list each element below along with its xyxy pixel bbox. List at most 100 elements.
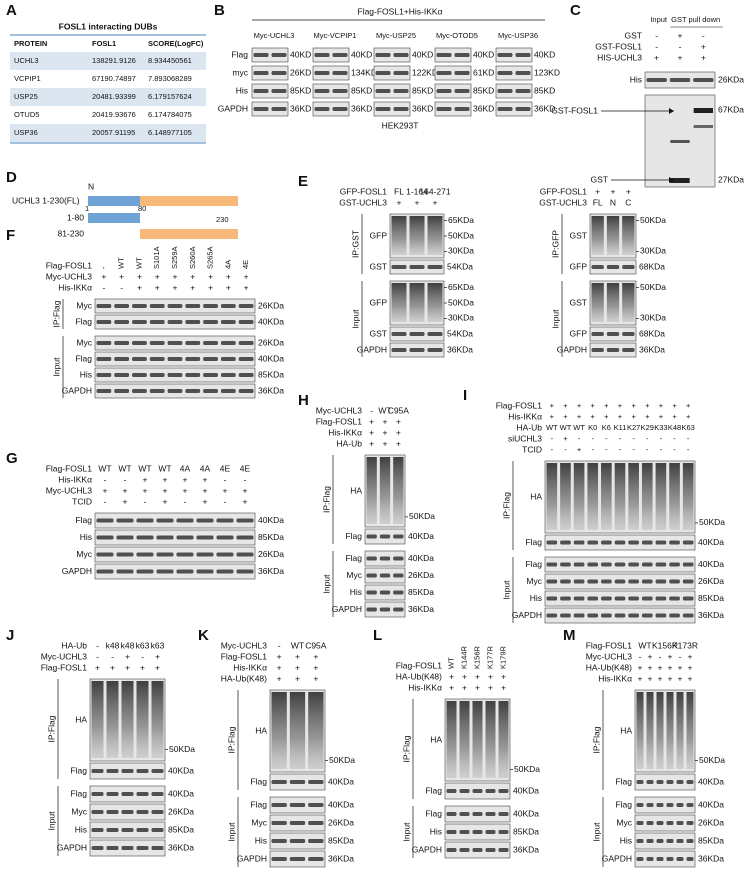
table-cell: 6.148977105 <box>148 128 192 137</box>
condition-mark: k63 <box>136 640 150 650</box>
smear <box>121 681 134 758</box>
condition-mark: 1-164 <box>406 186 428 196</box>
band <box>573 596 585 601</box>
smear <box>498 701 509 778</box>
cell-line: HEK293T <box>382 120 419 130</box>
row-label: GFP <box>370 297 388 307</box>
band <box>132 373 147 377</box>
kda-label: 85KD <box>412 85 433 95</box>
row-label: Flag <box>75 515 92 525</box>
condition-mark: + <box>397 197 402 207</box>
band <box>656 857 664 861</box>
condition-label: GST-FOSL1 <box>595 41 642 51</box>
condition-mark: + <box>658 673 663 683</box>
smear <box>391 283 407 322</box>
section-label: IP:GST <box>350 230 360 258</box>
table-cell: 6.174784075 <box>148 110 192 119</box>
band <box>515 71 531 75</box>
band <box>149 320 165 324</box>
kda-label: 27KDa <box>718 174 744 184</box>
row-label: Myc <box>76 300 92 310</box>
column-header: GST pull down <box>671 15 720 24</box>
condition-mark: + <box>110 662 115 672</box>
condition-mark: + <box>631 401 636 410</box>
band <box>641 613 653 618</box>
band <box>114 320 130 324</box>
band <box>666 803 674 807</box>
kda-label: 30KDa <box>640 313 666 323</box>
band <box>614 562 626 567</box>
condition-mark: + <box>190 282 195 292</box>
table-cell: 20481.93399 <box>92 92 136 101</box>
blot-label: Myc-USP36 <box>498 31 538 40</box>
band <box>546 579 558 584</box>
kda-label: 40KDa <box>698 799 724 809</box>
arrow-head <box>669 177 674 183</box>
condition-mark: + <box>668 673 673 683</box>
band <box>682 579 694 584</box>
row-label: GAPDH <box>602 853 632 863</box>
condition-mark: - <box>111 651 114 661</box>
blot <box>495 101 533 117</box>
band <box>96 518 114 523</box>
band <box>220 304 236 308</box>
band <box>289 821 306 825</box>
band <box>560 613 571 618</box>
row-label: GAPDH <box>557 344 587 354</box>
band <box>116 535 134 540</box>
band <box>601 613 612 618</box>
condition-mark: + <box>155 662 160 672</box>
panel-letter: B <box>214 2 225 19</box>
construct-label: 1-80 <box>67 212 84 222</box>
band <box>515 107 531 111</box>
condition-mark: K156R <box>472 645 481 669</box>
band <box>391 332 407 336</box>
smear <box>379 457 391 524</box>
row-label: HA <box>350 485 362 495</box>
condition-mark: + <box>396 416 401 426</box>
band <box>454 107 470 111</box>
band <box>485 812 496 816</box>
table-header: SCORE(LogFC) <box>148 39 204 48</box>
band <box>106 810 119 814</box>
blot <box>434 101 472 117</box>
table-cell: USP25 <box>14 92 38 101</box>
kda-label: 50KDa <box>699 517 725 527</box>
condition-mark: - <box>591 445 594 454</box>
row-label: His <box>350 587 362 597</box>
band <box>253 107 269 111</box>
condition-mark: + <box>595 186 600 196</box>
band <box>393 556 404 561</box>
band <box>236 552 254 557</box>
smear <box>409 216 425 255</box>
band <box>121 828 134 832</box>
table-row-bg <box>10 88 206 106</box>
band <box>136 792 149 796</box>
kda-label: 26KDa <box>718 74 744 84</box>
kda-label: 85KDa <box>168 824 194 834</box>
condition-mark: 4E <box>241 260 250 269</box>
condition-mark: k63 <box>151 640 165 650</box>
section-label: IP:GFP <box>550 230 560 258</box>
row-label: Myc <box>76 549 92 559</box>
condition-mark: + <box>369 416 374 426</box>
band <box>427 265 443 269</box>
condition-mark: + <box>243 496 248 506</box>
smear <box>573 463 585 530</box>
condition-mark: + <box>125 662 130 672</box>
band <box>515 89 531 93</box>
condition-label: GST-UCHL3 <box>539 197 587 207</box>
condition-label: Myc-UCHL3 <box>46 485 93 495</box>
kda-label: 30KDa <box>448 313 474 323</box>
condition-label: Myc-UCHL3 <box>41 651 88 661</box>
condition-mark: + <box>203 496 208 506</box>
band <box>185 373 201 377</box>
smear <box>686 692 694 769</box>
smear <box>656 692 664 769</box>
band <box>136 810 149 814</box>
band <box>151 769 164 773</box>
section-label: Input <box>46 811 56 831</box>
band <box>485 830 496 834</box>
smear <box>655 463 667 530</box>
blot <box>434 47 472 63</box>
